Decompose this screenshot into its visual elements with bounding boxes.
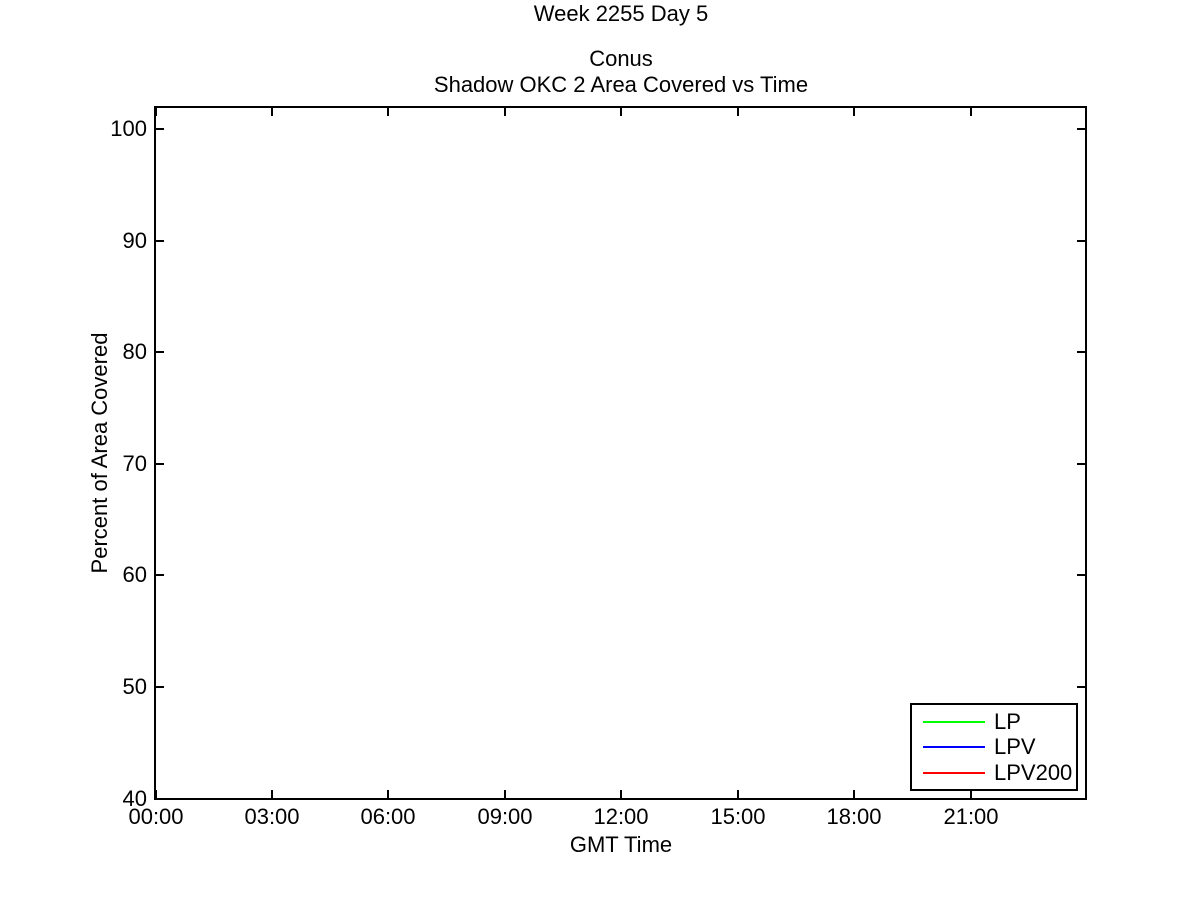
y-tick-mark	[156, 798, 164, 800]
y-tick-mark	[156, 463, 164, 465]
x-tick-label: 06:00	[360, 804, 416, 829]
y-tick-label: 40	[122, 786, 147, 811]
legend-label: LP	[994, 708, 1021, 734]
x-tick-mark	[387, 790, 389, 798]
chart-title: Conus Shadow OKC 2 Area Covered vs Time	[155, 46, 1087, 98]
x-tick-mark-top	[853, 108, 855, 116]
legend-row: LPV200	[912, 759, 1076, 785]
y-tick-mark-right	[1077, 351, 1085, 353]
x-tick-label: 15:00	[710, 804, 766, 829]
y-tick-mark-right	[1077, 574, 1085, 576]
y-tick-mark	[156, 128, 164, 130]
x-axis-label: GMT Time	[569, 832, 673, 857]
legend-row: LP	[912, 708, 1076, 734]
legend-line-sample	[923, 746, 985, 748]
x-tick-mark-top	[504, 108, 506, 116]
data-series-layer	[156, 108, 1085, 798]
x-tick-label: 18:00	[826, 804, 882, 829]
y-tick-mark-right	[1077, 463, 1085, 465]
y-tick-mark-right	[1077, 686, 1085, 688]
x-tick-mark	[620, 790, 622, 798]
x-tick-mark-top	[155, 108, 157, 116]
y-tick-mark-right	[1077, 240, 1085, 242]
x-tick-mark-top	[737, 108, 739, 116]
x-tick-mark-top	[271, 108, 273, 116]
legend-box: LP LPV LPV200	[910, 703, 1078, 791]
y-tick-label: 80	[122, 339, 147, 364]
x-tick-mark	[155, 790, 157, 798]
y-tick-mark	[156, 574, 164, 576]
x-tick-label: 09:00	[477, 804, 533, 829]
legend-label: LPV	[994, 734, 1036, 759]
y-tick-label: 90	[122, 228, 147, 253]
y-tick-label: 50	[122, 674, 147, 699]
legend-line-sample	[923, 771, 985, 774]
chart-title-line2: Shadow OKC 2 Area Covered vs Time	[433, 72, 809, 97]
figure-suptitle: Week 2255 Day 5	[533, 1, 709, 26]
x-tick-mark	[853, 790, 855, 798]
x-tick-label: 12:00	[593, 804, 649, 829]
y-tick-mark-right	[1077, 128, 1085, 130]
x-tick-mark	[970, 790, 972, 798]
y-tick-label: 70	[122, 451, 147, 476]
chart-title-line1: Conus	[589, 46, 653, 71]
legend-row: LPV	[912, 736, 1076, 758]
plot-area	[154, 106, 1087, 800]
x-tick-mark	[271, 790, 273, 798]
y-tick-mark	[156, 240, 164, 242]
legend-line-sample	[923, 720, 985, 723]
x-tick-label: 03:00	[244, 804, 300, 829]
y-tick-label: 100	[110, 116, 147, 141]
x-tick-mark-top	[387, 108, 389, 116]
x-tick-mark	[504, 790, 506, 798]
legend-label: LPV200	[994, 759, 1073, 785]
x-tick-mark-top	[970, 108, 972, 116]
x-tick-mark-top	[620, 108, 622, 116]
y-tick-label: 60	[122, 562, 147, 587]
y-tick-mark	[156, 351, 164, 353]
y-tick-mark-right	[1077, 798, 1085, 800]
y-tick-mark	[156, 686, 164, 688]
x-tick-label: 00:00	[128, 804, 184, 829]
x-tick-label: 21:00	[943, 804, 999, 829]
x-tick-mark	[737, 790, 739, 798]
